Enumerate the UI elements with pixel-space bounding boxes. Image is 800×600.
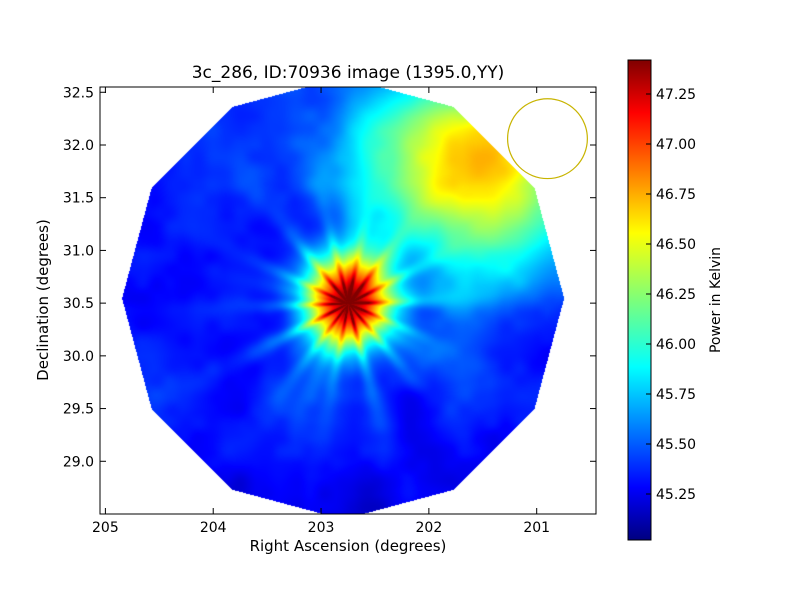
x-axis-ticks: 205 204 203 202 201 xyxy=(92,87,550,536)
colorbar-tick-label: 46.50 xyxy=(656,237,696,253)
colorbar-tick-label: 46.00 xyxy=(656,337,696,353)
colorbar-tick-label: 45.75 xyxy=(656,387,696,403)
colorbar-tick-label: 47.25 xyxy=(656,87,696,103)
heatmap-area xyxy=(100,87,596,514)
colorbar-label: Power in Kelvin xyxy=(708,247,724,353)
beam-circle xyxy=(506,98,588,180)
y-tick-label: 32.5 xyxy=(63,85,94,101)
y-axis-label: Declination (degrees) xyxy=(34,219,52,381)
colorbar: 45.25 45.50 45.75 46.00 46.25 46.50 46.75 47.00… xyxy=(627,59,724,541)
y-tick-label: 29.0 xyxy=(63,454,94,470)
x-tick-label: 204 xyxy=(200,520,227,536)
y-tick-label: 30.0 xyxy=(63,349,94,365)
x-tick-label: 205 xyxy=(92,520,119,536)
y-tick-label: 31.0 xyxy=(63,243,94,259)
x-tick-label: 202 xyxy=(416,520,443,536)
colorbar-tick-label: 47.00 xyxy=(656,137,696,153)
colorbar-ticks: 45.25 45.50 45.75 46.00 46.25 46.50 46.75 47.00… xyxy=(646,87,696,503)
colorbar-tick-label: 46.75 xyxy=(656,187,696,203)
x-tick-label: 203 xyxy=(308,520,335,536)
y-tick-label: 29.5 xyxy=(63,402,94,418)
colorbar-tick-label: 45.50 xyxy=(656,437,696,453)
y-tick-label: 32.0 xyxy=(63,138,94,154)
heatmap-image xyxy=(100,87,596,514)
y-tick-label: 30.5 xyxy=(63,296,94,312)
x-tick-label: 201 xyxy=(523,520,550,536)
plot-frame xyxy=(99,86,597,515)
colorbar-tick-label: 46.25 xyxy=(656,287,696,303)
colorbar-gradient xyxy=(627,59,652,541)
chart-title: 3c_286, ID:70936 image (1395.0,YY) xyxy=(192,63,505,83)
colorbar-tick-label: 45.25 xyxy=(656,487,696,503)
y-axis-ticks: 29.0 29.5 30.0 30.5 31.0 31.5 32.0 32.5 xyxy=(63,85,596,470)
y-tick-label: 31.5 xyxy=(63,191,94,207)
x-axis-label: Right Ascension (degrees) xyxy=(250,537,447,555)
